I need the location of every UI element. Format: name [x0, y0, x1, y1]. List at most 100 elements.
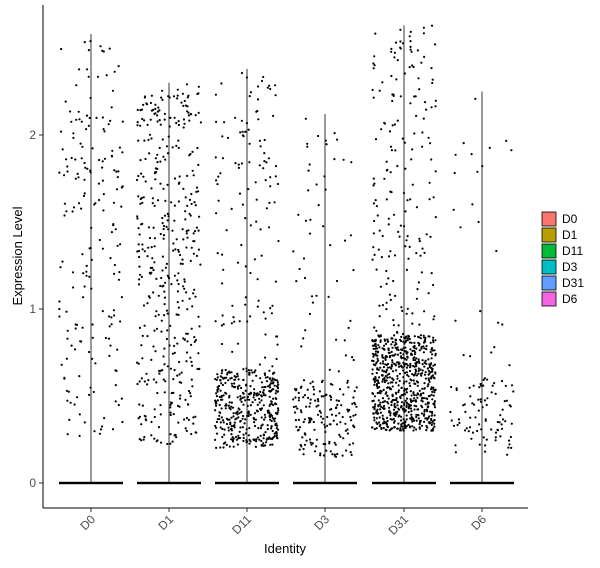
point-D31	[401, 137, 404, 140]
point-D31	[422, 351, 425, 354]
point-D11	[249, 315, 252, 318]
point-D31	[405, 391, 408, 394]
point-D1	[137, 249, 141, 253]
point-D31	[423, 408, 426, 412]
point-D31	[380, 256, 383, 259]
point-D0	[74, 177, 77, 180]
point-D1	[144, 180, 147, 183]
point-D0	[65, 310, 68, 313]
point-D1	[162, 234, 166, 237]
point-D31	[372, 184, 375, 187]
point-D3	[349, 415, 352, 419]
point-D31	[397, 230, 400, 233]
point-D11	[271, 429, 274, 433]
point-D11	[269, 437, 272, 440]
point-D1	[176, 290, 179, 293]
point-D3	[308, 163, 311, 166]
point-D6	[454, 451, 457, 454]
point-D6	[464, 429, 467, 432]
point-D31	[425, 233, 428, 236]
point-D1	[190, 113, 193, 116]
point-D11	[274, 417, 277, 420]
point-D31	[382, 366, 385, 369]
point-D1	[191, 385, 194, 388]
point-D11	[215, 395, 219, 398]
point-D11	[230, 416, 233, 419]
point-D31	[389, 250, 392, 253]
point-D31	[420, 412, 424, 415]
point-D11	[249, 391, 252, 394]
point-D1	[138, 380, 141, 383]
point-D3	[343, 339, 346, 342]
point-D31	[372, 355, 375, 358]
point-D11	[226, 373, 229, 376]
point-D11	[214, 320, 217, 323]
point-D1	[175, 121, 178, 125]
point-D1	[187, 94, 190, 97]
point-D31	[419, 337, 422, 340]
point-D31	[398, 414, 401, 417]
point-D11	[229, 421, 232, 424]
point-D1	[189, 214, 192, 217]
point-D0	[101, 116, 104, 119]
point-D1	[188, 198, 192, 201]
point-D31	[430, 272, 433, 275]
point-D1	[195, 431, 198, 434]
point-D31	[427, 405, 430, 408]
point-D3	[352, 442, 355, 445]
point-D31	[382, 370, 385, 373]
point-D31	[392, 279, 395, 283]
point-D31	[425, 108, 428, 111]
point-D3	[334, 455, 338, 458]
point-D31	[391, 346, 394, 349]
point-D6	[494, 439, 497, 442]
point-D31	[421, 387, 424, 390]
point-D31	[417, 360, 420, 363]
point-D1	[157, 106, 160, 109]
point-D1	[175, 144, 178, 147]
point-D31	[413, 374, 416, 377]
point-D11	[221, 427, 224, 431]
point-D0	[66, 170, 69, 173]
point-D0	[94, 202, 97, 205]
point-D11	[262, 444, 265, 447]
point-D11	[238, 384, 241, 387]
point-D31	[385, 269, 388, 273]
point-D31	[417, 358, 420, 361]
point-D31	[427, 421, 430, 424]
point-D3	[348, 408, 351, 412]
point-D11	[275, 422, 278, 425]
point-D31	[431, 370, 434, 373]
point-D0	[61, 148, 64, 151]
point-D1	[199, 121, 202, 124]
point-D1	[189, 356, 192, 359]
point-D6	[493, 346, 496, 349]
point-D11	[267, 411, 270, 414]
point-D11	[220, 407, 223, 410]
point-D0	[104, 336, 107, 340]
point-D11	[259, 390, 262, 393]
point-D1	[170, 283, 173, 286]
point-D6	[485, 403, 488, 407]
point-D31	[420, 345, 423, 349]
point-D1	[194, 339, 197, 342]
point-D31	[394, 41, 398, 44]
point-D31	[391, 381, 394, 384]
point-D31	[376, 408, 379, 411]
point-D31	[375, 347, 379, 350]
point-D11	[215, 432, 219, 435]
point-D1	[154, 167, 157, 170]
point-D11	[267, 157, 270, 160]
point-D11	[214, 424, 217, 428]
point-D3	[316, 398, 319, 401]
point-D31	[431, 387, 434, 390]
point-D31	[406, 402, 409, 405]
point-D31	[384, 375, 387, 378]
point-D3	[298, 448, 301, 451]
legend-key-D0	[541, 211, 557, 227]
point-D31	[397, 384, 400, 387]
point-D11	[262, 167, 265, 170]
point-D31	[433, 400, 436, 403]
point-D11	[231, 406, 235, 409]
point-D31	[413, 335, 416, 338]
